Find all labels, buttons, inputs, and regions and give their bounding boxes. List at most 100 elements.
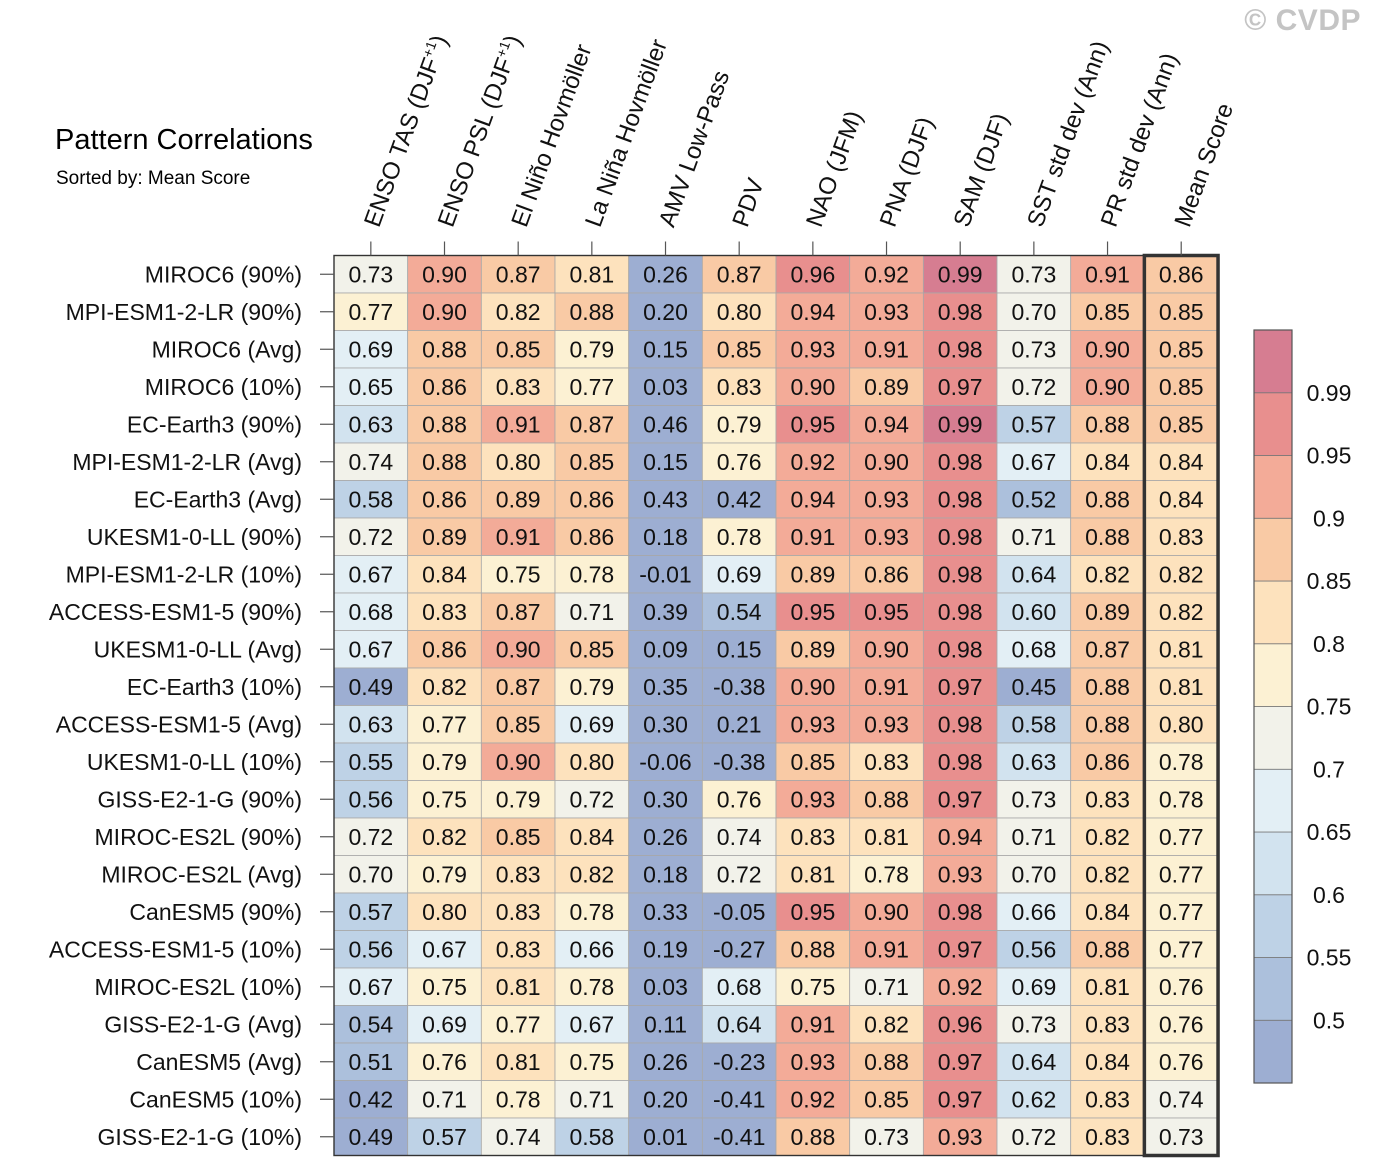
heatmap-cell — [701, 1117, 777, 1156]
cell-value-label: 0.94 — [938, 824, 983, 850]
heatmap-cell — [1070, 405, 1145, 444]
cell-value-label: 0.63 — [348, 411, 393, 437]
cell-value-label: 0.88 — [1085, 711, 1130, 737]
cell-value-label: 0.83 — [864, 749, 909, 775]
heatmap-cell — [701, 705, 777, 744]
cell-value-label: 0.03 — [643, 374, 688, 400]
cell-value-label: 0.76 — [1159, 1011, 1204, 1037]
heatmap-cell — [333, 667, 409, 706]
cell-value-label: 0.26 — [643, 261, 688, 287]
cvdp-watermark: © CVDP — [1244, 4, 1361, 37]
cell-value-label: 0.90 — [496, 749, 541, 775]
cell-value-label: 0.30 — [643, 786, 688, 812]
cell-value-label: 0.20 — [643, 299, 688, 325]
heatmap-cell — [407, 1005, 482, 1044]
cell-value-label: 0.85 — [1159, 336, 1204, 362]
heatmap-cell — [1070, 442, 1145, 481]
cell-value-label: 0.76 — [1159, 1049, 1204, 1075]
cell-value-label: 0.84 — [569, 824, 614, 850]
cell-value-label: 0.26 — [643, 824, 688, 850]
cell-value-label: 0.77 — [569, 374, 614, 400]
cell-value-label: 0.93 — [790, 786, 835, 812]
cell-value-label: 0.73 — [1011, 786, 1056, 812]
heatmap-cell — [996, 555, 1072, 594]
cell-value-label: 0.72 — [1011, 1124, 1056, 1150]
cell-value-label: 0.01 — [643, 1124, 688, 1150]
column-label: El Niño Hovmöller — [506, 41, 597, 231]
heatmap-cell — [922, 780, 998, 819]
cell-value-label: -0.01 — [639, 561, 691, 587]
cell-value-label: 0.93 — [864, 711, 909, 737]
heatmap-cell — [333, 442, 409, 481]
heatmap-cell — [701, 517, 777, 556]
heatmap-cell — [628, 592, 703, 631]
row-label: EC-Earth3 (10%) — [127, 674, 302, 700]
heatmap-cell — [628, 517, 703, 556]
heatmap-cell — [554, 855, 630, 894]
cell-value-label: 0.69 — [717, 561, 762, 587]
cell-value-label: 0.98 — [938, 636, 983, 662]
cell-value-label: 0.19 — [643, 936, 688, 962]
row-label: CanESM5 (10%) — [129, 1086, 302, 1112]
heatmap-cell — [407, 442, 482, 481]
heatmap-cell — [922, 480, 998, 519]
heatmap-cell — [333, 1005, 409, 1044]
cell-value-label: 0.58 — [569, 1124, 614, 1150]
cell-value-label: 0.95 — [790, 599, 835, 625]
heatmap-cell — [775, 780, 851, 819]
cell-value-label: 0.74 — [496, 1124, 541, 1150]
cell-value-label: 0.98 — [938, 524, 983, 550]
cell-value-label: 0.89 — [496, 486, 541, 512]
column-label: AMV Low-Pass — [654, 67, 735, 230]
cell-value-label: 0.57 — [422, 1124, 467, 1150]
cell-value-label: 0.77 — [1159, 824, 1204, 850]
cell-value-label: -0.06 — [639, 749, 691, 775]
cell-value-label: 0.85 — [569, 449, 614, 475]
heatmap-cell — [628, 667, 703, 706]
heatmap-cell — [333, 780, 409, 819]
heatmap-cell — [628, 855, 703, 894]
cell-value-label: 0.55 — [348, 749, 393, 775]
heatmap-cell — [701, 367, 777, 406]
heatmap-cell — [1143, 1005, 1219, 1044]
heatmap-cell — [407, 967, 482, 1006]
cell-value-label: 0.77 — [496, 1011, 541, 1037]
heatmap-cell — [628, 1080, 703, 1119]
row-label: GISS-E2-1-G (Avg) — [104, 1011, 302, 1037]
heatmap-cell — [480, 930, 556, 969]
cell-value-label: -0.41 — [713, 1086, 765, 1112]
cell-value-label: 0.91 — [1085, 261, 1130, 287]
cell-value-label: 0.83 — [496, 936, 541, 962]
cell-value-label: 0.15 — [643, 449, 688, 475]
cell-value-label: 0.42 — [717, 486, 762, 512]
cell-value-label: 0.86 — [1085, 749, 1130, 775]
cell-value-label: 0.91 — [790, 1011, 835, 1037]
cell-value-label: 0.63 — [348, 711, 393, 737]
heatmap-cell — [1143, 630, 1219, 669]
heatmap-cell — [480, 892, 556, 931]
cell-value-label: 0.71 — [569, 599, 614, 625]
cell-value-label: 0.79 — [569, 336, 614, 362]
cell-value-label: 0.91 — [496, 524, 541, 550]
heatmap-cell — [407, 817, 482, 856]
heatmap-cell — [849, 1005, 924, 1044]
heatmap-cell — [333, 330, 409, 369]
cell-value-label: 0.91 — [864, 674, 909, 700]
heatmap-cell — [922, 1080, 998, 1119]
row-label: MPI-ESM1-2-LR (90%) — [66, 299, 302, 325]
cell-value-label: 0.93 — [938, 1124, 983, 1150]
cell-value-label: 0.68 — [348, 599, 393, 625]
cell-value-label: 0.54 — [348, 1011, 393, 1037]
cell-value-label: 0.81 — [790, 861, 835, 887]
cell-value-label: -0.27 — [713, 936, 765, 962]
cell-value-label: 0.57 — [348, 899, 393, 925]
cell-value-label: 0.82 — [864, 1011, 909, 1037]
heatmap-cell — [1143, 930, 1219, 969]
cell-value-label: 0.92 — [790, 449, 835, 475]
colorbar-bin — [1253, 831, 1293, 896]
heatmap-cell — [554, 592, 630, 631]
cell-value-label: 0.85 — [864, 1086, 909, 1112]
cell-value-label: 0.58 — [348, 486, 393, 512]
heatmap-cell — [849, 817, 924, 856]
heatmap-cell — [480, 667, 556, 706]
